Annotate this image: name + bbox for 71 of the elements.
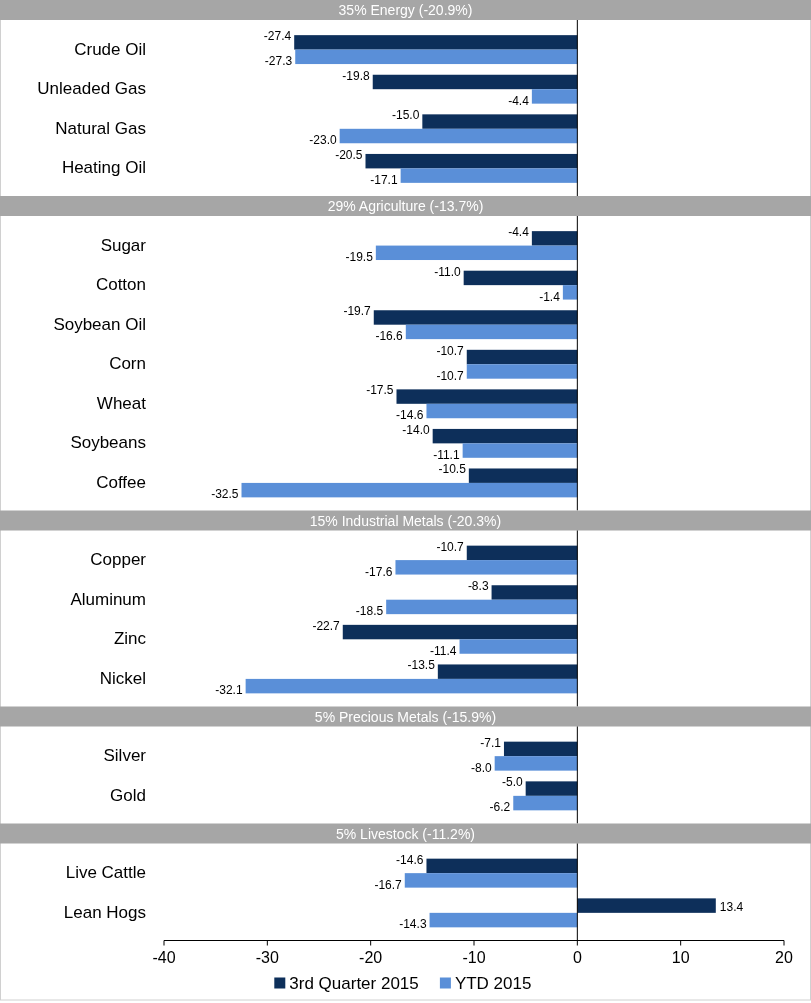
data-label: -27.3 bbox=[264, 54, 293, 69]
y-tick-label: Unleaded Gas bbox=[37, 79, 146, 99]
data-label: -10.5 bbox=[438, 462, 467, 477]
y-tick-label: Crude Oil bbox=[74, 39, 146, 59]
data-label: -22.7 bbox=[312, 618, 341, 633]
chart-title: 35% Energy (-20.9%) bbox=[338, 2, 473, 18]
x-tick-label: 0 bbox=[572, 948, 582, 966]
data-label: -14.6 bbox=[396, 408, 424, 423]
data-label: -6.2 bbox=[489, 800, 511, 815]
y-tick-label: Silver bbox=[103, 746, 147, 766]
data-label: -16.7 bbox=[374, 877, 403, 892]
data-label: -8.0 bbox=[470, 760, 492, 775]
y-tick-label: Cotton bbox=[95, 275, 146, 295]
data-label: -11.1 bbox=[433, 447, 460, 462]
x-tick-label: 10 bbox=[671, 948, 690, 966]
y-tick-label: Wheat bbox=[96, 393, 147, 413]
y-tick-label: Gold bbox=[110, 785, 146, 805]
y-tick-label: Lean Hogs bbox=[63, 902, 146, 922]
data-label: -4.4 bbox=[508, 93, 530, 108]
data-label: -15.0 bbox=[391, 108, 420, 123]
y-tick-label: Aluminum bbox=[70, 589, 146, 609]
data-label: -18.5 bbox=[355, 604, 384, 619]
data-label: -10.7 bbox=[436, 368, 465, 383]
data-label: 13.4 bbox=[719, 899, 744, 914]
data-label: -27.4 bbox=[263, 29, 292, 44]
chart-title: 15% Industrial Metals (-20.3%) bbox=[309, 512, 502, 529]
y-tick-label: Sugar bbox=[100, 235, 147, 255]
data-label: -19.7 bbox=[343, 304, 372, 319]
y-tick-label: Copper bbox=[90, 550, 147, 570]
data-label: -14.0 bbox=[402, 422, 430, 437]
data-label: -5.0 bbox=[501, 775, 523, 790]
chart-title: 5% Livestock (-11.2%) bbox=[335, 825, 476, 842]
y-tick-label: Zinc bbox=[113, 629, 147, 649]
x-tick-label: -20 bbox=[359, 948, 383, 966]
y-tick-label: Live Cattle bbox=[65, 863, 146, 883]
data-label: -20.5 bbox=[335, 147, 363, 162]
chart-title: 5% Precious Metals (-15.9%) bbox=[314, 708, 497, 725]
y-tick-label: Corn bbox=[109, 354, 146, 374]
data-label: -13.5 bbox=[407, 658, 436, 673]
x-tick-label: -40 bbox=[152, 948, 176, 966]
data-label: -16.6 bbox=[375, 329, 404, 344]
x-tick-label: -30 bbox=[255, 948, 279, 966]
data-label: -10.7 bbox=[436, 539, 465, 554]
legend-label: YTD 2015 bbox=[454, 973, 532, 993]
data-label: -23.0 bbox=[309, 133, 337, 148]
y-tick-label: Soybean Oil bbox=[53, 314, 146, 334]
data-label: -4.4 bbox=[508, 225, 530, 240]
data-label: -32.1 bbox=[215, 683, 243, 698]
data-label: -14.3 bbox=[399, 917, 427, 932]
x-tick-label: -10 bbox=[462, 948, 486, 966]
y-tick-label: Nickel bbox=[99, 668, 146, 688]
chart-title: 29% Agriculture (-13.7%) bbox=[327, 198, 484, 214]
data-label: -10.7 bbox=[436, 343, 465, 358]
legend-label: 3rd Quarter 2015 bbox=[289, 973, 419, 993]
x-tick-label: 20 bbox=[775, 948, 793, 966]
y-tick-label: Heating Oil bbox=[61, 158, 146, 178]
data-label: -7.1 bbox=[480, 735, 502, 750]
data-label: -17.1 bbox=[370, 172, 398, 187]
data-label: -17.6 bbox=[365, 564, 393, 579]
data-label: -11.4 bbox=[430, 643, 457, 658]
data-label: -8.3 bbox=[467, 579, 489, 594]
y-tick-label: Natural Gas bbox=[55, 118, 146, 138]
data-label: -17.5 bbox=[366, 383, 394, 398]
data-label: -14.6 bbox=[396, 852, 424, 867]
y-tick-label: Coffee bbox=[96, 472, 146, 492]
data-label: -32.5 bbox=[211, 487, 239, 502]
y-tick-label: Soybeans bbox=[70, 433, 146, 453]
data-label: -1.4 bbox=[539, 289, 561, 304]
data-label: -19.8 bbox=[342, 68, 371, 83]
data-label: -19.5 bbox=[345, 250, 374, 265]
data-label: -11.0 bbox=[434, 264, 461, 279]
